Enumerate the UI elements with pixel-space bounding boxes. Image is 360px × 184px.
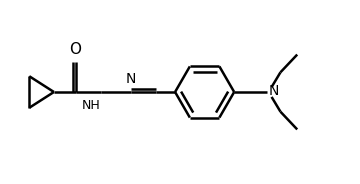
Text: N: N — [126, 72, 136, 86]
Text: O: O — [69, 42, 82, 56]
Text: N: N — [269, 84, 279, 98]
Text: NH: NH — [82, 99, 101, 112]
